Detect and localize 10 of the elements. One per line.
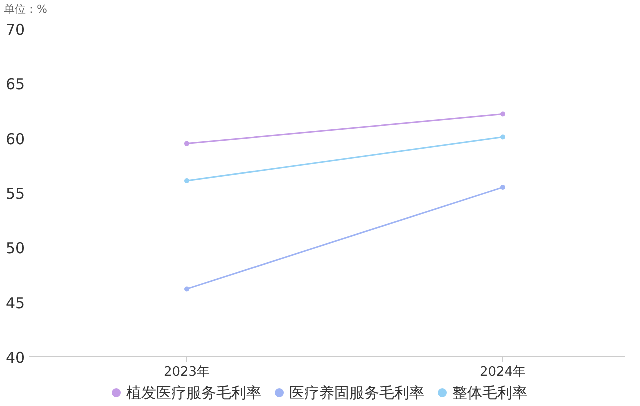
point — [184, 141, 190, 146]
point — [500, 112, 506, 117]
point — [500, 185, 506, 190]
legend-label: 医疗养固服务毛利率 — [290, 384, 424, 402]
legend-label: 植发医疗服务毛利率 — [126, 384, 262, 402]
ylabel: 单位：% — [4, 3, 48, 16]
point — [184, 178, 190, 184]
legend-label: 整体毛利率 — [452, 384, 528, 402]
point — [184, 286, 190, 292]
point — [500, 134, 506, 140]
